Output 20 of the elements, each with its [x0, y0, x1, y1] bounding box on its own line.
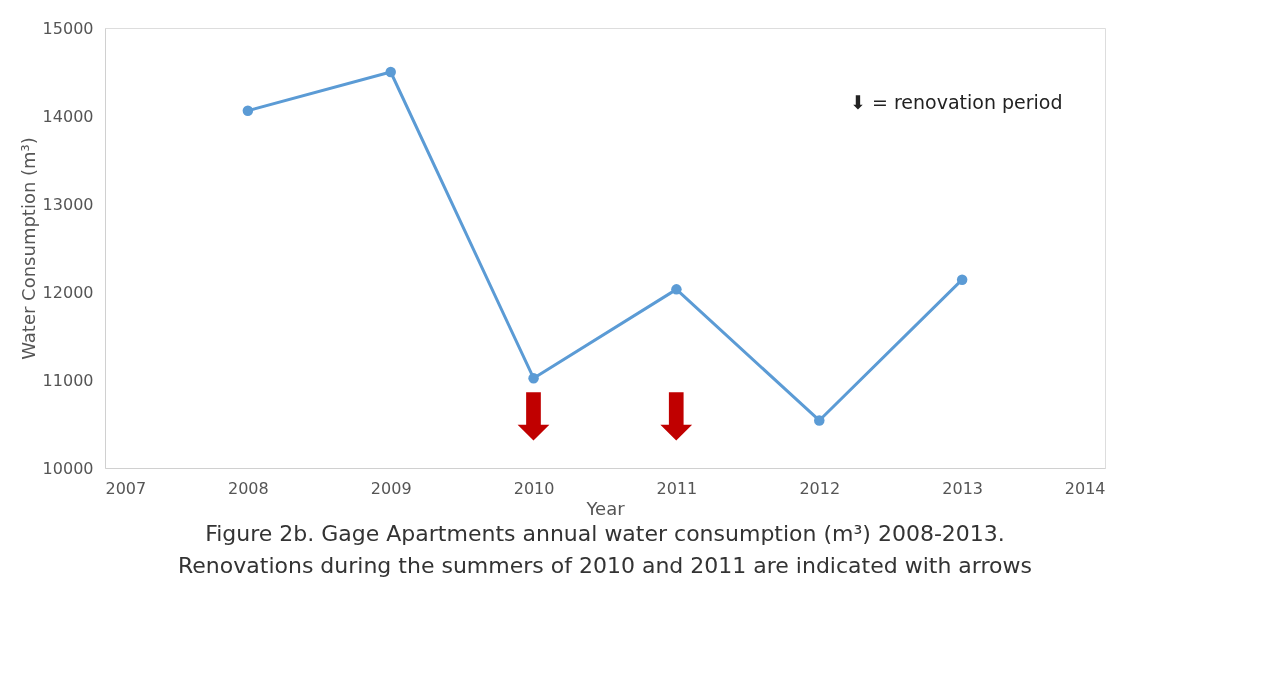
text: Figure 2b. Gage Apartments annual water consumption (m³) 2008-2013. Renovations during the summers of 2010 and 2011 are indicated with arrows — [178, 521, 1032, 578]
x-tick-label: 2009 — [370, 478, 412, 498]
x-tick-label: 2013 — [942, 478, 983, 498]
annotation: ⬇ — [649, 379, 704, 454]
x-tick-label: 2010 — [513, 478, 555, 498]
x-tick-label: 2012 — [799, 478, 841, 498]
y-tick-label: 14000 — [42, 106, 94, 126]
y-tick-label: 15000 — [42, 18, 94, 38]
x-tick-label: 2011 — [656, 478, 698, 498]
y-tick-label: 13000 — [42, 194, 94, 214]
y-tick-label: 12000 — [42, 282, 94, 302]
y-tick-label: 11000 — [42, 370, 94, 390]
y-axis-title: Water Consumption (m³) — [17, 137, 39, 360]
annotation: ⬇ = renovation period — [850, 90, 1063, 113]
annotation: ⬇ — [506, 379, 561, 454]
x-axis-title: Year — [585, 497, 626, 519]
x-tick-label: 2014 — [1064, 478, 1106, 498]
y-tick-label: 10000 — [42, 458, 94, 478]
x-tick-label: 2007 — [105, 478, 147, 498]
x-tick-label: 2008 — [228, 478, 269, 498]
